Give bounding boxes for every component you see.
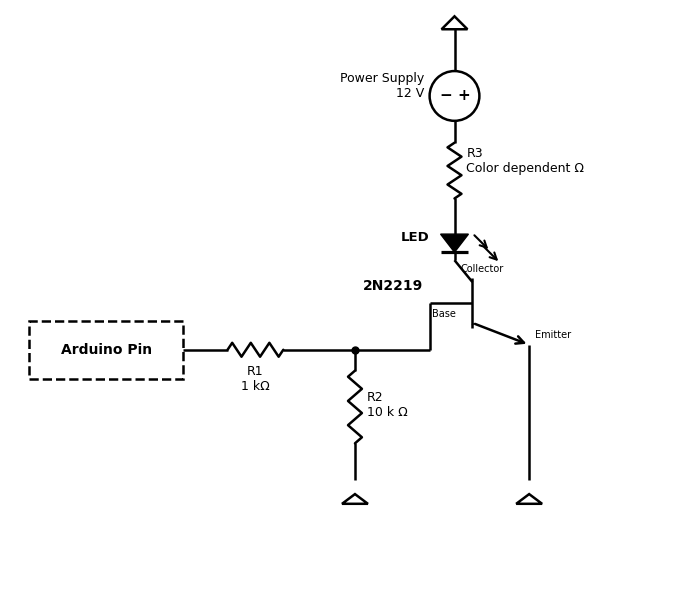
Text: Emitter: Emitter (535, 330, 571, 340)
Text: Base: Base (432, 309, 455, 319)
Text: Arduino Pin: Arduino Pin (60, 343, 152, 357)
Polygon shape (441, 234, 468, 252)
FancyBboxPatch shape (29, 321, 183, 379)
Text: LED: LED (401, 231, 430, 244)
Text: R3
Color dependent Ω: R3 Color dependent Ω (466, 146, 584, 175)
Text: 2N2219: 2N2219 (363, 279, 423, 293)
Text: −: − (439, 88, 452, 103)
Text: Power Supply
12 V: Power Supply 12 V (341, 72, 425, 100)
Text: R2
10 k Ω: R2 10 k Ω (367, 391, 408, 419)
Text: R1
1 kΩ: R1 1 kΩ (241, 365, 270, 392)
Text: +: + (457, 88, 470, 103)
Text: Collector: Collector (461, 264, 504, 274)
